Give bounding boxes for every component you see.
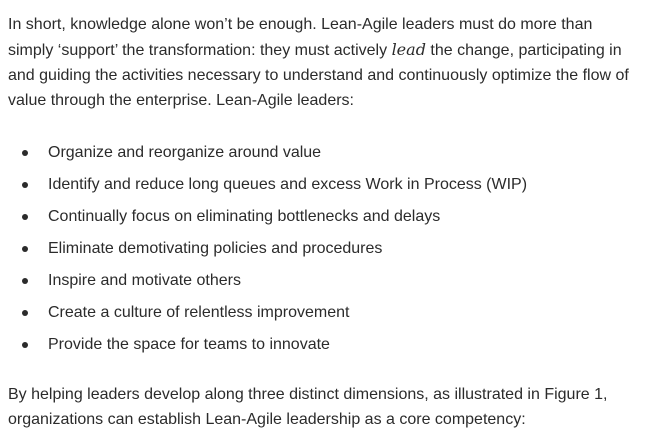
bullet-icon: [22, 278, 28, 284]
list-item: Continually focus on eliminating bottlen…: [8, 201, 644, 233]
list-item: Provide the space for teams to innovate: [8, 329, 644, 361]
leader-actions-list: Organize and reorganize around value Ide…: [8, 137, 644, 361]
closing-paragraph: By helping leaders develop along three d…: [8, 386, 608, 428]
intro-text-end: the change, participating in and guiding…: [8, 42, 629, 109]
list-item: Organize and reorganize around value: [8, 137, 644, 169]
emphasis-lead: lead: [391, 40, 426, 59]
list-item: Eliminate demotivating policies and proc…: [8, 233, 644, 265]
list-item: Identify and reduce long queues and exce…: [8, 169, 644, 201]
list-item-text: Provide the space for teams to innovate: [48, 336, 330, 353]
bullet-icon: [22, 150, 28, 156]
bullet-icon: [22, 246, 28, 252]
list-item-text: Continually focus on eliminating bottlen…: [48, 208, 441, 225]
list-item: Inspire and motivate others: [8, 265, 644, 297]
intro-text-start: In short, knowledge alone won’t be enoug…: [8, 16, 593, 59]
bullet-icon: [22, 342, 28, 348]
list-item-text: Eliminate demotivating policies and proc…: [48, 240, 383, 257]
list-item-text: Inspire and motivate others: [48, 272, 241, 289]
bullet-icon: [22, 214, 28, 220]
list-item-text: Create a culture of relentless improveme…: [48, 304, 350, 321]
intro-paragraph: In short, knowledge alone won’t be enoug…: [8, 12, 640, 113]
list-item-text: Organize and reorganize around value: [48, 144, 322, 161]
list-item-text: Identify and reduce long queues and exce…: [48, 176, 528, 193]
list-item: Create a culture of relentless improveme…: [8, 297, 644, 329]
bullet-icon: [22, 310, 28, 316]
bullet-icon: [22, 182, 28, 188]
